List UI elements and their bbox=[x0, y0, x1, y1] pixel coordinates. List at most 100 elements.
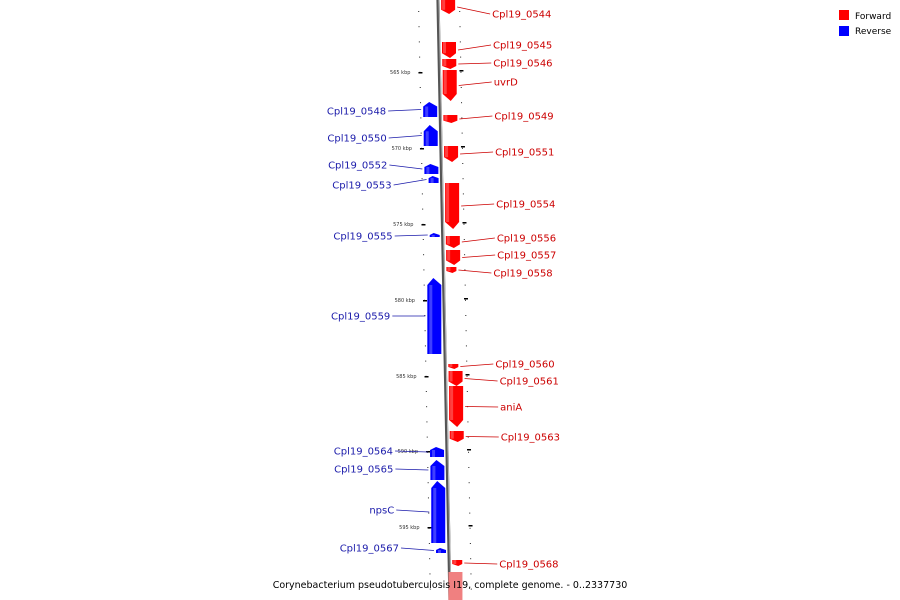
minor-tick-left bbox=[420, 102, 422, 104]
scale-ticks: 565 kbp 570 kbp 575 kbp 580 kbp 585 kbp 590 k… bbox=[390, 11, 473, 590]
genome-caption: Corynebacterium pseudotuberculosis I19, … bbox=[273, 580, 628, 591]
minor-tick-left bbox=[428, 512, 430, 514]
gene-label[interactable]: Cpl19_0551 bbox=[495, 148, 554, 159]
minor-tick-left bbox=[429, 558, 431, 560]
label-connector bbox=[464, 378, 498, 382]
minor-tick-left bbox=[425, 360, 427, 362]
minor-tick-left bbox=[421, 163, 423, 164]
gene-arrow-ania[interactable] bbox=[449, 386, 464, 427]
backbone-highlight bbox=[438, 0, 452, 600]
gene-arrow-cpl19-0554[interactable] bbox=[445, 183, 460, 229]
minor-tick-right bbox=[469, 543, 471, 544]
minor-tick-right bbox=[466, 375, 468, 377]
gene-arrow-cpl19-0565[interactable] bbox=[430, 460, 445, 480]
gene-arrow-shade bbox=[425, 131, 429, 146]
gene-arrow-cpl19-0567[interactable] bbox=[436, 548, 447, 553]
gene-arrow-cpl19-0557[interactable] bbox=[446, 250, 461, 265]
gene-label[interactable]: Cpl19_0549 bbox=[494, 112, 553, 123]
minor-tick-right bbox=[462, 163, 464, 164]
gene-label[interactable]: Cpl19_0550 bbox=[327, 134, 386, 145]
gene-label[interactable]: Cpl19_0561 bbox=[500, 377, 559, 388]
gene-arrow-shade bbox=[445, 146, 449, 158]
gene-arrow-cpl19-0564[interactable] bbox=[430, 447, 445, 457]
gene-arrow-cpl19-0546[interactable] bbox=[442, 59, 457, 69]
gene-arrow-cpl19-0545[interactable] bbox=[442, 42, 456, 58]
gene-label[interactable]: Cpl19_0560 bbox=[495, 360, 554, 371]
gene-label[interactable]: Cpl19_0565 bbox=[334, 465, 393, 476]
gene-label[interactable]: Cpl19_0545 bbox=[493, 41, 552, 52]
label-connector bbox=[458, 81, 492, 86]
minor-tick-right bbox=[463, 239, 465, 240]
gene-label[interactable]: Cpl19_0567 bbox=[340, 544, 399, 555]
gene-label[interactable]: Cpl19_0559 bbox=[331, 312, 390, 323]
minor-tick-right bbox=[464, 269, 466, 271]
minor-tick-left bbox=[424, 330, 426, 332]
gene-arrow-cpl19-0555[interactable] bbox=[429, 233, 440, 237]
gene-arrow-cpl19-0563[interactable] bbox=[449, 431, 464, 442]
gene-arrow-shade bbox=[447, 250, 451, 261]
gene-arrow-npsc[interactable] bbox=[431, 481, 446, 543]
scale-label: 565 kbp bbox=[390, 70, 410, 76]
gene-arrow-cpl19-0551[interactable] bbox=[444, 146, 459, 162]
gene-label[interactable]: Cpl19_0563 bbox=[501, 433, 560, 444]
gene-arrow-shade bbox=[442, 0, 446, 10]
minor-tick-right bbox=[466, 391, 468, 392]
gene-label[interactable]: Cpl19_0557 bbox=[497, 251, 556, 262]
gene-label[interactable]: Cpl19_0554 bbox=[496, 200, 555, 211]
gene-label[interactable]: uvrD bbox=[494, 78, 518, 89]
gene-arrow-cpl19-0550[interactable] bbox=[423, 125, 438, 146]
gene-label[interactable]: Cpl19_0552 bbox=[328, 161, 387, 172]
gene-arrow-shade bbox=[443, 59, 447, 66]
scale-label: 595 kbp bbox=[399, 525, 419, 531]
gene-label[interactable]: Cpl19_0548 bbox=[327, 107, 386, 118]
minor-tick-left bbox=[427, 467, 429, 468]
gene-label[interactable]: npsC bbox=[369, 506, 394, 517]
minor-tick-right bbox=[467, 421, 469, 423]
minor-tick-left bbox=[428, 543, 430, 544]
major-tick-right bbox=[464, 298, 468, 300]
gene-arrow-cpl19-0561[interactable] bbox=[448, 371, 463, 386]
gene-arrow-shade bbox=[444, 115, 448, 121]
gene-arrow-shade bbox=[447, 267, 451, 271]
gene-arrow-shade bbox=[446, 236, 450, 245]
gene-arrow-shade bbox=[431, 235, 435, 237]
gene-label[interactable]: Cpl19_0553 bbox=[332, 181, 391, 192]
minor-tick-right bbox=[461, 102, 463, 104]
minor-tick-right bbox=[462, 178, 464, 180]
minor-tick-right bbox=[468, 467, 470, 468]
gene-arrow-uvrd[interactable] bbox=[442, 70, 457, 101]
minor-tick-left bbox=[426, 421, 428, 423]
gene-arrow-cpl19-0544[interactable] bbox=[441, 0, 456, 14]
minor-tick-right bbox=[465, 330, 467, 332]
gene-arrow-cpl19-0560[interactable] bbox=[448, 364, 459, 369]
gene-arrow-cpl19-0549[interactable] bbox=[443, 115, 458, 123]
minor-tick-right bbox=[464, 254, 466, 256]
gene-label[interactable]: Cpl19_0564 bbox=[334, 447, 393, 458]
minor-tick-right bbox=[459, 26, 461, 28]
gene-arrow-shade bbox=[449, 371, 453, 382]
gene-arrow-cpl19-0568[interactable] bbox=[452, 560, 463, 566]
gene-label[interactable]: Cpl19_0556 bbox=[497, 234, 556, 245]
gene-label[interactable]: aniA bbox=[500, 403, 522, 414]
gene-arrow-cpl19-0558[interactable] bbox=[446, 267, 457, 273]
gene-arrow-cpl19-0556[interactable] bbox=[445, 236, 460, 248]
gene-arrow-cpl19-0553[interactable] bbox=[428, 176, 439, 183]
minor-tick-left bbox=[418, 26, 420, 28]
label-connector bbox=[394, 234, 428, 237]
label-connector bbox=[458, 269, 492, 274]
gene-label[interactable]: Cpl19_0555 bbox=[333, 232, 392, 243]
gene-label[interactable]: Cpl19_0544 bbox=[492, 10, 551, 21]
label-connector bbox=[388, 135, 422, 139]
gene-arrow-cpl19-0548[interactable] bbox=[423, 102, 438, 117]
gene-arrow-shade bbox=[449, 364, 453, 367]
major-tick-left bbox=[419, 148, 424, 150]
label-connector bbox=[395, 468, 429, 471]
label-connector bbox=[465, 406, 499, 408]
gene-arrow-cpl19-0559[interactable] bbox=[427, 278, 442, 354]
label-connector bbox=[464, 562, 498, 565]
gene-arrow-cpl19-0552[interactable] bbox=[424, 164, 439, 174]
gene-label[interactable]: Cpl19_0546 bbox=[493, 59, 552, 70]
major-tick-right bbox=[468, 525, 473, 527]
gene-label[interactable]: Cpl19_0568 bbox=[499, 560, 558, 571]
gene-label[interactable]: Cpl19_0558 bbox=[493, 269, 552, 280]
